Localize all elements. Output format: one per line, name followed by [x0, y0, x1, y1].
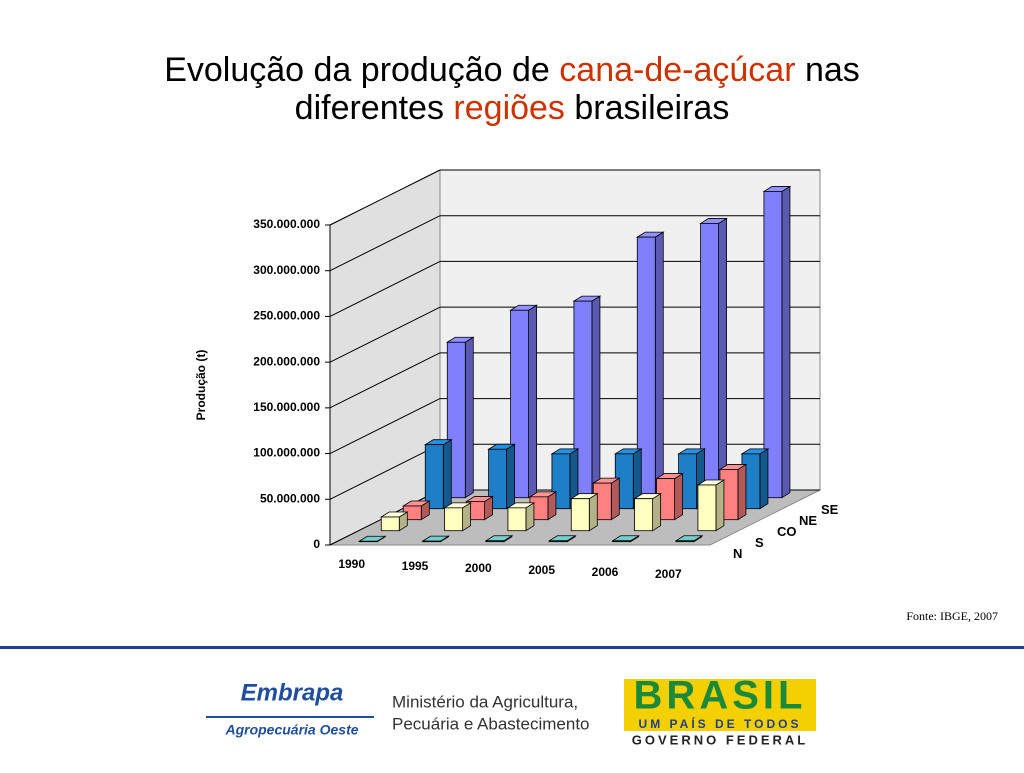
bar-side — [443, 440, 451, 509]
bar-side — [653, 494, 661, 531]
y-tick-label: 200.000.000 — [253, 354, 320, 368]
title-segment: regiões — [453, 89, 565, 127]
logo-embrapa: Embrapa — [241, 679, 344, 706]
y-tick-label: 50.000.000 — [260, 491, 320, 505]
y-tick-label: 0 — [313, 537, 320, 551]
x-tick-label: 1995 — [402, 559, 429, 573]
bar — [676, 541, 694, 542]
source: Fonte: IBGE, 2007 — [906, 609, 998, 623]
x-tick-label: 2006 — [592, 565, 619, 579]
bar — [425, 445, 443, 509]
bar — [698, 485, 716, 531]
ministry: Ministério da Agricultura, — [392, 692, 578, 711]
bar — [508, 508, 526, 531]
brasil-slogan: UM PAÍS DE TODOS — [639, 716, 802, 731]
bar-side — [716, 480, 724, 531]
bar-side — [611, 478, 619, 520]
series-label: S — [755, 535, 764, 550]
y-tick-label: 100.000.000 — [253, 446, 320, 460]
bar-side — [465, 337, 473, 497]
bar — [571, 499, 589, 531]
y-axis-label: Produção (t) — [194, 350, 208, 421]
bar-side — [738, 464, 746, 519]
title-segment: cana-de-açúcar — [559, 51, 795, 89]
bar-side — [592, 296, 600, 498]
title-segment: Evolução da produção de — [164, 51, 559, 89]
ministry: Pecuária e Abastecimento — [392, 714, 590, 733]
bar-side — [589, 494, 597, 531]
bar — [486, 541, 504, 542]
y-tick-label: 150.000.000 — [253, 400, 320, 414]
bar-side — [529, 305, 537, 497]
x-tick-label: 1990 — [338, 557, 365, 571]
chart: 0 50.000.000 100.000.000 150.000.000 200.000… — [194, 170, 838, 581]
logo-unit: Agropecuária Oeste — [224, 722, 358, 738]
bar — [445, 508, 463, 531]
y-tick-label: 250.000.000 — [253, 309, 320, 323]
bar-side — [507, 444, 515, 508]
title-segment: nas — [796, 51, 860, 89]
x-tick-label: 2007 — [655, 567, 682, 581]
x-tick-label: 2000 — [465, 561, 492, 575]
divider — [0, 646, 1024, 649]
title-line: Evolução da produção de cana-de-açúcar n… — [164, 51, 860, 89]
back-wall — [440, 170, 820, 490]
bar-side — [675, 474, 683, 520]
bar — [381, 517, 399, 531]
brasil-logo: BRASIL — [634, 674, 807, 718]
bar — [549, 541, 567, 542]
title-line: diferentes regiões brasileiras — [295, 89, 730, 127]
bar — [635, 499, 653, 531]
series-label: N — [733, 546, 742, 561]
y-tick-label: 300.000.000 — [253, 263, 320, 277]
title-segment: diferentes — [295, 89, 454, 127]
y-tick-label: 350.000.000 — [253, 217, 320, 231]
title-segment: brasileiras — [565, 89, 729, 127]
x-tick-label: 2005 — [528, 563, 555, 577]
series-label: CO — [777, 524, 797, 539]
bar-side — [655, 232, 663, 498]
logo-rule — [206, 716, 374, 718]
bar — [423, 541, 441, 542]
bar-side — [760, 449, 768, 509]
bar — [613, 541, 631, 542]
government: GOVERNO FEDERAL — [632, 732, 808, 747]
series-label: SE — [821, 502, 839, 517]
side-wall — [330, 170, 440, 545]
bar-side — [719, 218, 727, 497]
series-label: NE — [799, 513, 817, 528]
bar-side — [782, 186, 790, 497]
